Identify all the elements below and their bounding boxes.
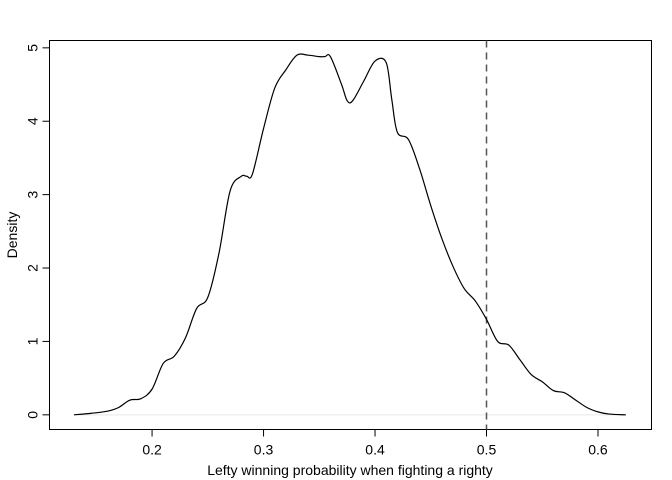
x-tick-label: 0.6 (588, 442, 608, 458)
x-axis-label: Lefty winning probability when fighting … (207, 462, 493, 478)
x-tick-label: 0.3 (254, 442, 274, 458)
y-tick-label: 5 (25, 44, 41, 52)
y-tick-label: 0 (25, 411, 41, 419)
x-tick-label: 0.2 (142, 442, 162, 458)
x-tick-label: 0.4 (365, 442, 385, 458)
y-tick-label: 4 (25, 117, 41, 125)
y-tick-label: 3 (25, 191, 41, 199)
density-curve (73, 53, 626, 416)
plot-frame (49, 40, 652, 430)
x-tick-label: 0.5 (477, 442, 497, 458)
y-axis: 0 1 2 3 4 5 (25, 44, 50, 419)
y-axis-label: Density (4, 212, 20, 259)
y-tick-label: 1 (25, 337, 41, 345)
y-tick-label: 2 (25, 264, 41, 272)
x-axis: 0.2 0.3 0.4 0.5 0.6 (142, 429, 608, 458)
